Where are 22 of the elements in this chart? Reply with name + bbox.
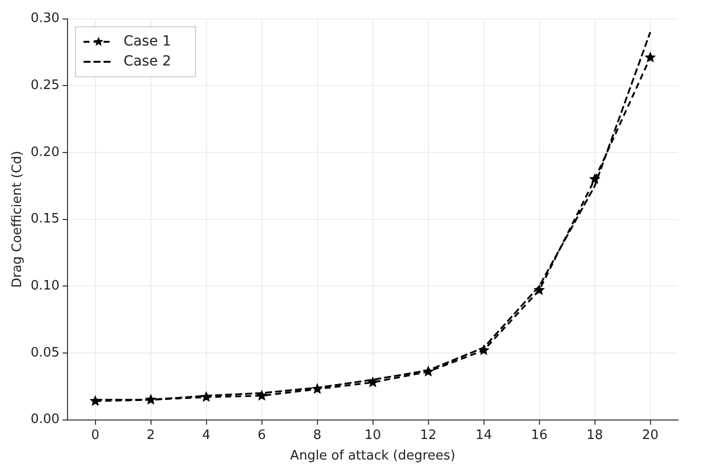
- x-axis-title: Angle of attack (degrees): [290, 448, 456, 464]
- x-tick-label: 14: [475, 428, 492, 443]
- x-tick-label: 12: [420, 428, 437, 443]
- x-tick-label: 2: [146, 428, 155, 443]
- x-tick-label: 20: [642, 428, 659, 443]
- x-tick-label: 18: [586, 428, 604, 443]
- x-tick-label: 0: [91, 428, 100, 443]
- x-tick-label: 10: [364, 428, 382, 443]
- y-tick-label: 0.25: [30, 78, 60, 94]
- y-tick-label: 0.15: [30, 212, 60, 227]
- legend-label: Case 2: [124, 53, 172, 70]
- legend-label: Case 1: [124, 33, 172, 50]
- x-tick-label: 6: [258, 428, 266, 443]
- y-tick-label: 0.20: [30, 144, 60, 160]
- y-tick-label: 0.30: [30, 11, 60, 26]
- y-tick-label: 0.05: [30, 345, 60, 360]
- y-tick-label: 0.10: [30, 278, 60, 294]
- y-tick-label: 0.00: [30, 412, 60, 428]
- x-tick-label: 16: [530, 428, 548, 443]
- x-tick-label: 4: [202, 428, 210, 443]
- y-axis-title: Drag Coefficient (Cd): [10, 150, 26, 288]
- x-tick-label: 8: [313, 428, 322, 443]
